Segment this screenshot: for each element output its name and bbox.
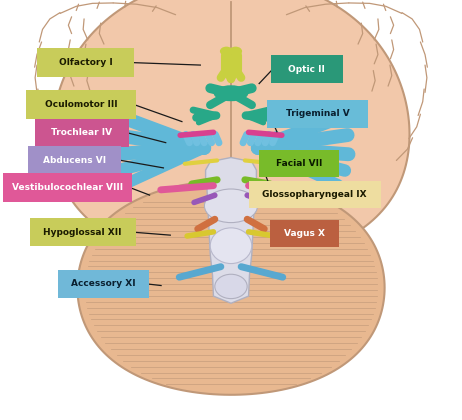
FancyBboxPatch shape [26,90,136,119]
Text: Vestibulocochlear VIII: Vestibulocochlear VIII [12,183,123,192]
FancyBboxPatch shape [267,100,368,128]
Ellipse shape [229,47,242,56]
FancyBboxPatch shape [35,119,129,147]
Text: Vagus X: Vagus X [284,229,325,238]
Text: Facial VII: Facial VII [276,159,322,168]
Polygon shape [53,0,409,263]
Ellipse shape [204,189,258,223]
FancyBboxPatch shape [270,220,339,247]
FancyBboxPatch shape [58,270,149,298]
Ellipse shape [210,228,252,264]
Text: Trochlear IV: Trochlear IV [51,128,113,137]
Polygon shape [78,181,384,395]
Text: Optic II: Optic II [288,65,325,74]
Ellipse shape [213,85,249,101]
Text: Glossopharyngeal IX: Glossopharyngeal IX [262,190,367,199]
Text: Accessory XI: Accessory XI [71,279,136,289]
FancyBboxPatch shape [3,173,132,202]
FancyBboxPatch shape [259,150,339,177]
Text: Trigeminal V: Trigeminal V [286,109,349,118]
FancyBboxPatch shape [271,55,343,83]
Text: Oculomotor III: Oculomotor III [44,100,117,109]
Text: Olfactory I: Olfactory I [59,58,112,67]
Text: Hypoglossal XII: Hypoglossal XII [43,228,122,237]
FancyBboxPatch shape [37,48,134,77]
Ellipse shape [215,274,247,299]
FancyBboxPatch shape [30,218,136,246]
FancyBboxPatch shape [28,146,121,174]
FancyBboxPatch shape [249,181,381,208]
Text: Abducens VI: Abducens VI [43,155,106,165]
Polygon shape [206,158,256,303]
Ellipse shape [220,47,233,56]
